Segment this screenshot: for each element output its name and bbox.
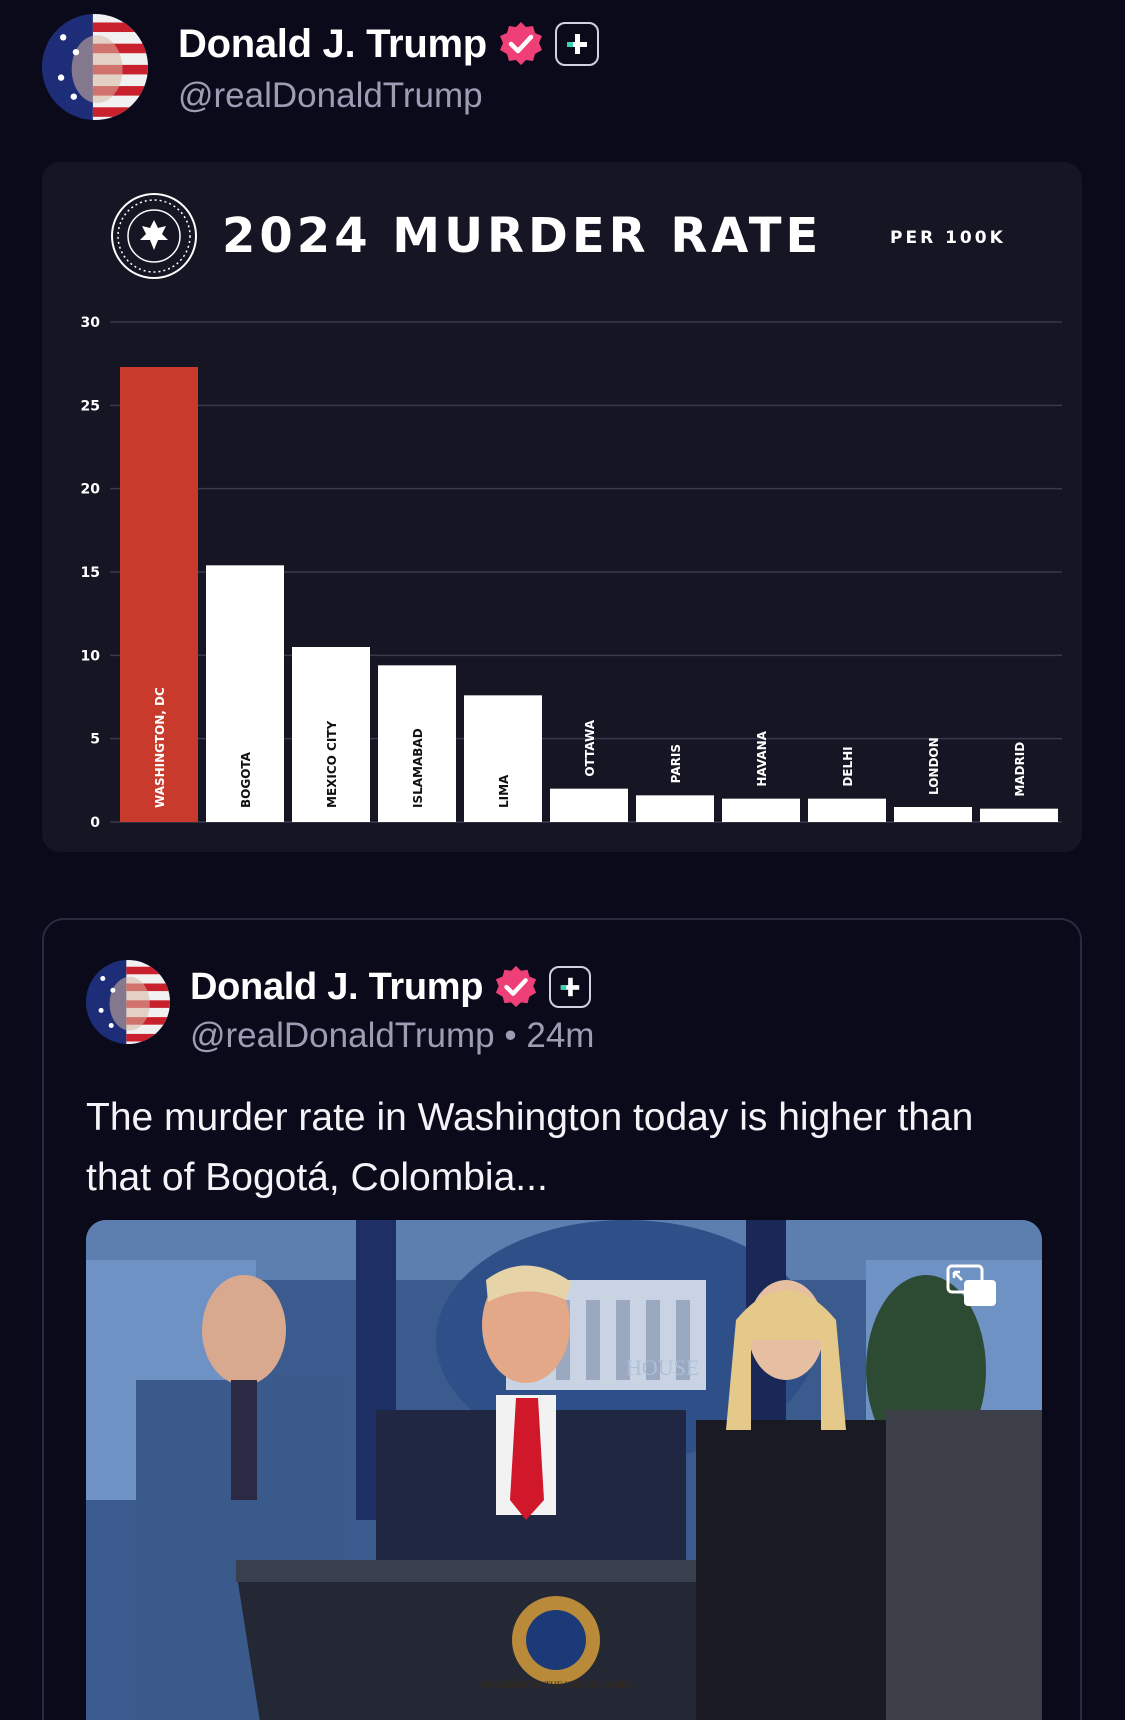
- category-label: ISLAMABAD: [411, 728, 425, 808]
- post-timestamp[interactable]: 24m: [526, 1016, 595, 1055]
- bar: [980, 808, 1058, 822]
- y-tick-label: 20: [81, 482, 101, 498]
- quoted-author-handle-row: @realDonaldTrump • 24m: [190, 1016, 594, 1056]
- chart-image-card[interactable]: 2024 MURDER RATE PER 100K 0 5 10 15 20 25 30 WA…: [42, 162, 1082, 852]
- plus-subscriber-icon: [549, 966, 592, 1008]
- verified-badge-icon: [499, 22, 542, 65]
- bar: [206, 565, 284, 822]
- author-avatar[interactable]: [42, 14, 148, 120]
- bar-chart: 0 5 10 15 20 25 30 WASHINGTON, DC BOGOTA MEXICO C…: [81, 315, 1062, 831]
- category-label: MADRID: [1013, 742, 1027, 797]
- category-label: HAVANA: [755, 730, 769, 786]
- chart-title: 2024 MURDER RATE: [222, 208, 823, 264]
- quoted-author-display-name[interactable]: Donald J. Trump: [190, 965, 484, 1008]
- category-label: LONDON: [927, 737, 941, 795]
- bar: [120, 367, 198, 822]
- quoted-author-name-row: Donald J. Trump: [190, 964, 592, 1010]
- flag-portrait-icon: [86, 960, 170, 1044]
- author-handle[interactable]: @realDonaldTrump: [178, 76, 483, 115]
- category-label: PARIS: [669, 744, 683, 783]
- category-label: BOGOTA: [239, 751, 253, 808]
- y-tick-label: 10: [81, 648, 101, 664]
- post-text: The murder rate in Washington today is h…: [86, 1096, 974, 1199]
- dot-separator: •: [504, 1016, 527, 1055]
- bar: [894, 807, 972, 822]
- y-tick-label: 0: [90, 815, 100, 831]
- category-label: MEXICO CITY: [325, 721, 339, 808]
- press-conference-scene: HOUSE PRESID: [86, 1220, 1042, 1720]
- bar: [722, 798, 800, 822]
- author-display-name[interactable]: Donald J. Trump: [178, 21, 487, 66]
- bar: [550, 788, 628, 822]
- flag-portrait-icon: [42, 14, 148, 120]
- author-name-row: Donald J. Trump: [178, 20, 599, 68]
- post-header: Donald J. Trump @realDonaldTrump: [42, 14, 742, 124]
- bar: [464, 695, 542, 822]
- bar: [636, 795, 714, 822]
- category-label: DELHI: [841, 746, 855, 786]
- quoted-post-card[interactable]: Donald J. Trump @realDonaldTrump • 24m T…: [42, 918, 1082, 1720]
- plus-subscriber-icon: [554, 22, 599, 66]
- backdrop-sign-text: HOUSE: [626, 1355, 699, 1380]
- bar: [378, 665, 456, 822]
- chart-unit-label: PER 100K: [890, 228, 1006, 248]
- y-tick-label: 25: [81, 398, 100, 414]
- bar: [292, 647, 370, 822]
- presidential-seal-icon: [111, 193, 197, 279]
- picture-in-picture-icon[interactable]: [946, 1264, 998, 1308]
- verified-badge-icon: [496, 965, 537, 1008]
- y-tick-label: 30: [81, 315, 101, 331]
- category-label: WASHINGTON, DC: [153, 687, 167, 808]
- y-tick-label: 15: [81, 565, 100, 581]
- y-tick-label: 5: [90, 732, 100, 748]
- bar: [808, 798, 886, 822]
- quoted-author-avatar[interactable]: [86, 960, 170, 1044]
- podium-seal-text: PRESIDENT OF THE UNITED STATES: [481, 1680, 632, 1690]
- category-label: LIMA: [497, 774, 511, 808]
- quoted-author-handle[interactable]: @realDonaldTrump: [190, 1016, 495, 1055]
- category-label: OTTAWA: [583, 719, 597, 776]
- video-thumbnail[interactable]: HOUSE PRESID: [86, 1220, 1042, 1720]
